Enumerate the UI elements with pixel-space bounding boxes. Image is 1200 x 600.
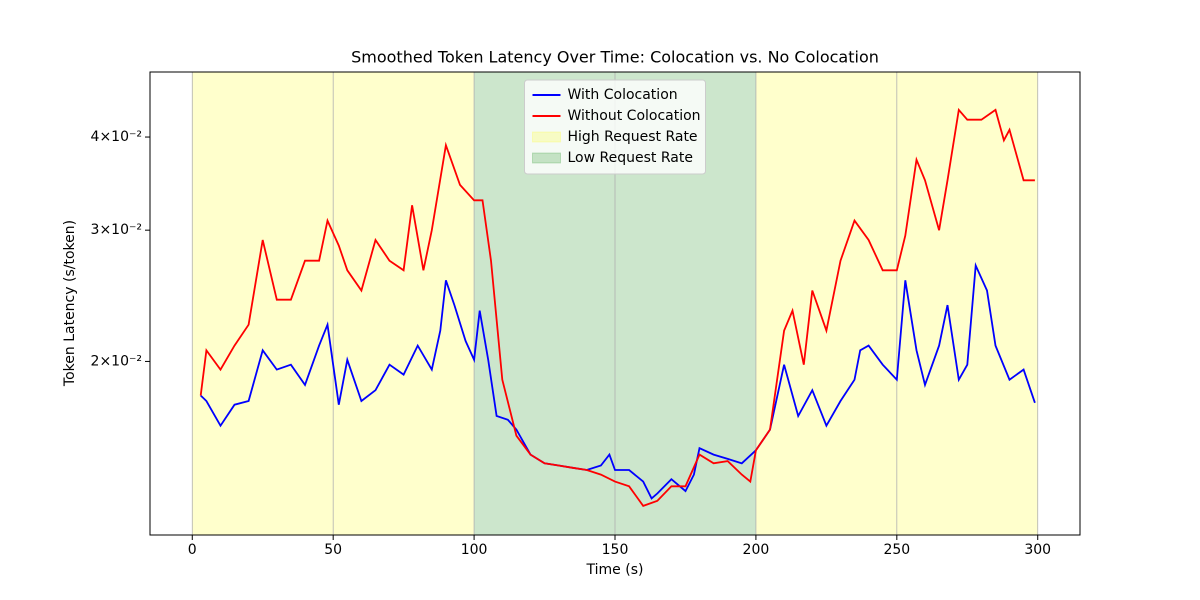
legend-patch bbox=[532, 131, 561, 143]
plot-frame bbox=[149, 71, 1081, 536]
y-tick-label: 4×10⁻² bbox=[91, 129, 142, 145]
x-tick-label: 0 bbox=[188, 542, 197, 558]
x-tick-label: 250 bbox=[883, 542, 910, 558]
legend-label: High Request Rate bbox=[568, 129, 698, 145]
legend-box bbox=[524, 79, 706, 175]
legend-label: Without Colocation bbox=[568, 108, 701, 124]
x-tick-label: 50 bbox=[324, 542, 342, 558]
legend-patch bbox=[532, 152, 561, 164]
x-axis-label: Time (s) bbox=[586, 562, 644, 578]
series-line bbox=[200, 261, 1036, 500]
x-tick-label: 100 bbox=[461, 542, 488, 558]
x-tick-label: 200 bbox=[743, 542, 770, 558]
legend-label: With Colocation bbox=[568, 87, 678, 103]
y-axis-label: Token Latency (s/token) bbox=[62, 220, 78, 387]
y-tick-label: 3×10⁻² bbox=[91, 222, 142, 238]
x-tick-label: 150 bbox=[602, 542, 629, 558]
x-tick-label: 300 bbox=[1024, 542, 1051, 558]
y-tick-label: 2×10⁻² bbox=[91, 353, 142, 369]
series-line bbox=[199, 107, 1035, 507]
legend-label: Low Request Rate bbox=[568, 150, 693, 166]
legend: With Colocation Without Colocation High Re… bbox=[524, 79, 706, 175]
chart-title: Smoothed Token Latency Over Time: Coloca… bbox=[351, 48, 879, 67]
